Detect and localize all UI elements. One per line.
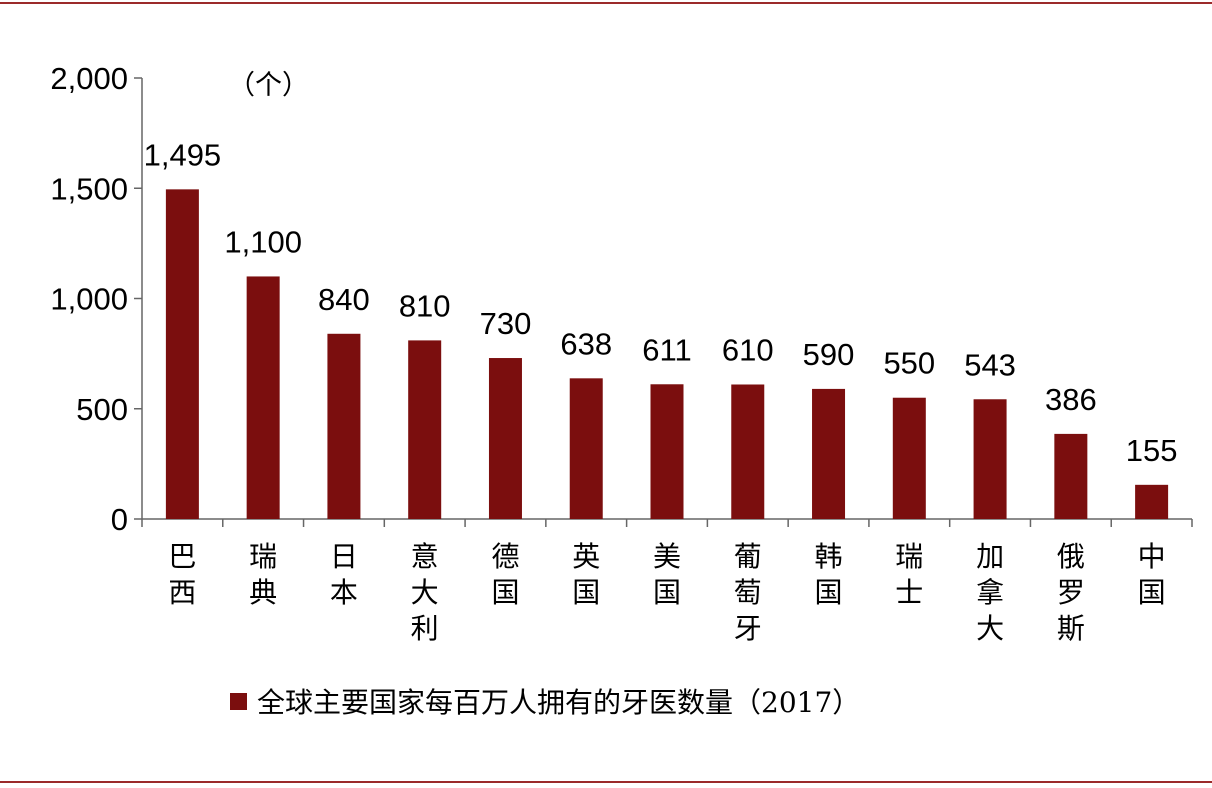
y-tick-label: 500 — [76, 392, 128, 427]
data-label: 155 — [1126, 433, 1178, 468]
category-label: 中国 — [1138, 540, 1166, 609]
y-tick-label: 2,000 — [50, 61, 128, 96]
bar — [327, 333, 361, 519]
data-label: 611 — [642, 332, 691, 367]
data-label: 543 — [964, 347, 1016, 382]
bar — [408, 340, 442, 519]
bar — [488, 358, 522, 519]
bar — [246, 276, 280, 519]
bar — [973, 399, 1007, 519]
category-label: 美国 — [653, 540, 681, 609]
category-label: 德国 — [491, 540, 519, 609]
top-rule — [0, 2, 1212, 4]
category-label: 加拿大 — [976, 540, 1004, 645]
chart-labels: 0 500 1,000 1,500 2,000 （个） 1,495 巴西 1,100 瑞典 840 日… — [50, 61, 1177, 645]
data-label: 386 — [1045, 382, 1097, 417]
bar — [1135, 484, 1169, 519]
chart-legend: 全球主要国家每百万人拥有的牙医数量（2017） — [230, 681, 860, 721]
category-label: 意大利 — [411, 540, 439, 645]
data-label: 730 — [480, 306, 532, 341]
unit-label: （个） — [228, 70, 309, 101]
category-label: 巴西 — [168, 540, 196, 609]
bar — [812, 388, 846, 519]
data-label: 590 — [803, 337, 855, 372]
legend-label: 全球主要国家每百万人拥有的牙医数量（2017） — [257, 686, 861, 719]
data-label: 1,100 — [224, 224, 302, 259]
data-label: 810 — [399, 288, 451, 323]
bottom-rule — [0, 781, 1212, 783]
legend-swatch — [230, 692, 247, 710]
bar — [650, 384, 684, 519]
category-label: 日本 — [330, 540, 358, 609]
category-label: 葡萄牙 — [734, 540, 762, 645]
bar — [1054, 433, 1088, 519]
data-label: 550 — [883, 346, 935, 381]
category-label: 英国 — [572, 540, 600, 609]
bar — [731, 384, 765, 519]
data-label: 840 — [318, 282, 370, 317]
data-label: 610 — [722, 332, 774, 367]
category-label: 俄罗斯 — [1057, 540, 1085, 645]
y-tick-label: 1,000 — [50, 282, 128, 317]
y-tick-label: 1,500 — [50, 171, 128, 206]
data-label: 638 — [560, 326, 612, 361]
category-label: 瑞典 — [249, 540, 277, 609]
category-label: 韩国 — [815, 540, 843, 609]
category-label: 瑞士 — [895, 540, 923, 609]
bar — [892, 397, 926, 519]
y-tick-label: 0 — [111, 502, 128, 537]
bar — [165, 189, 199, 520]
data-label: 1,495 — [144, 137, 222, 172]
bar — [569, 378, 603, 519]
chart-bars — [165, 189, 1169, 520]
